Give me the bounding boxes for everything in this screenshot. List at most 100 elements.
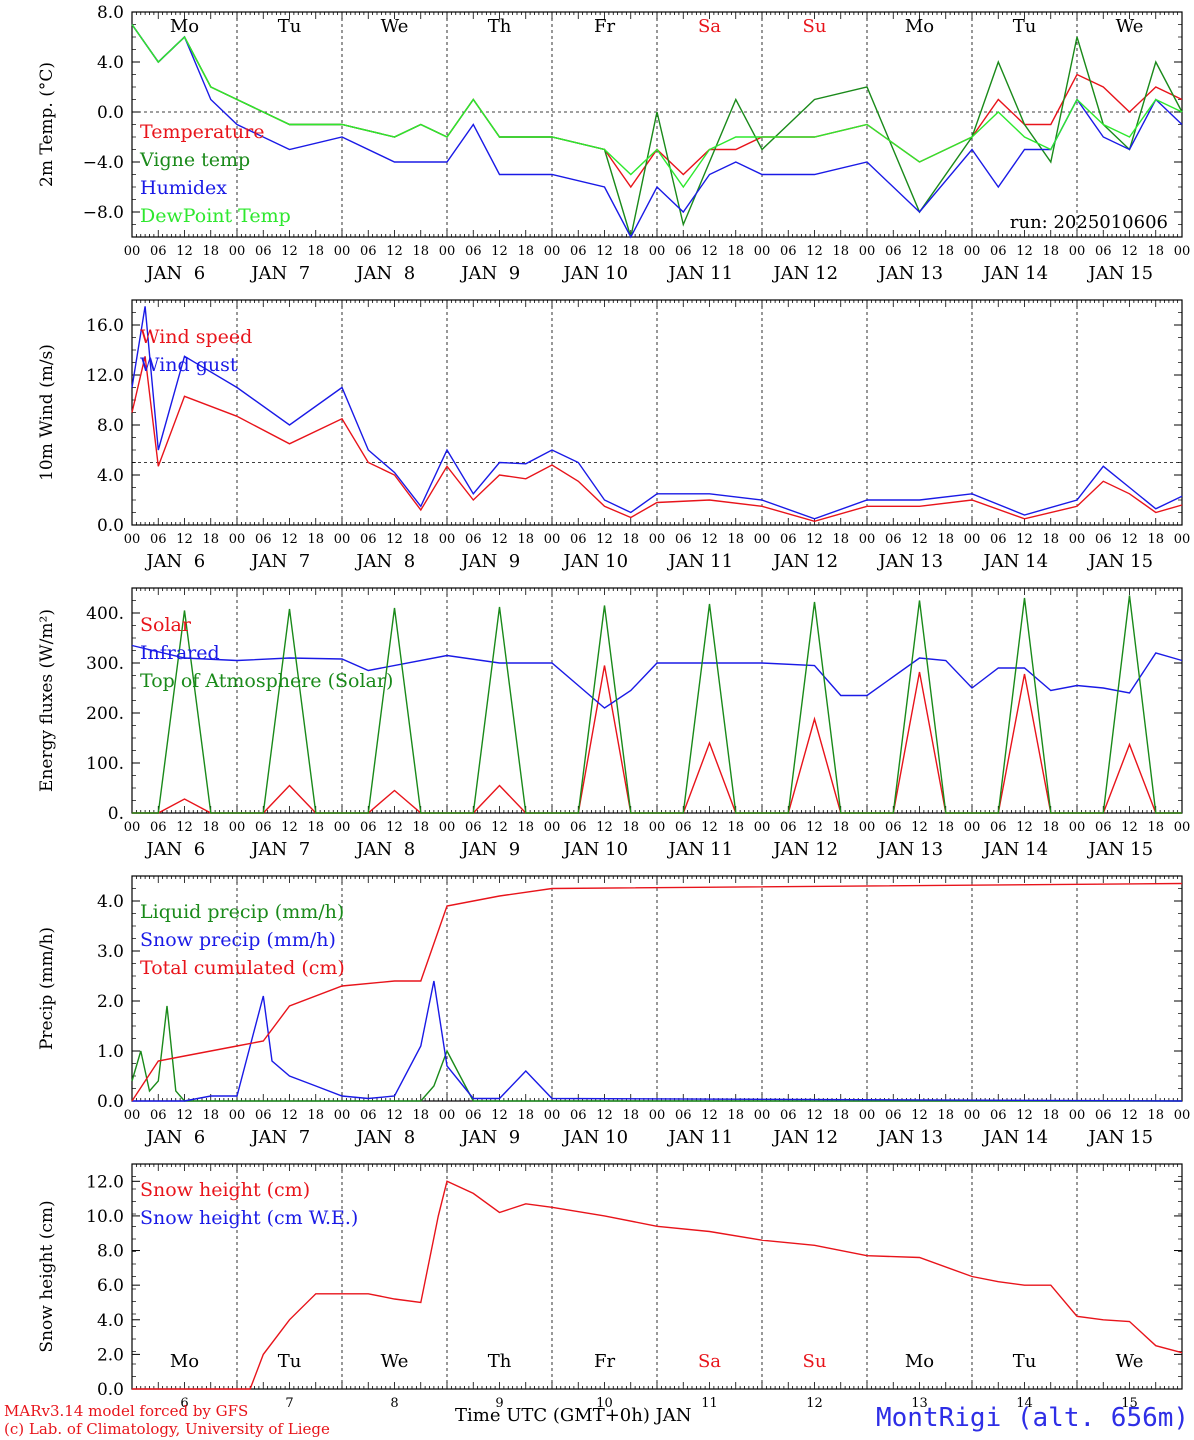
hour-tick-label: 12: [596, 244, 613, 259]
hour-tick-label: 06: [465, 244, 482, 259]
legend-entry: Temperature: [140, 121, 264, 143]
date-label: JAN 9: [459, 551, 520, 572]
date-label: JAN 10: [561, 1127, 628, 1148]
hour-tick-label: 18: [517, 1108, 534, 1123]
hour-tick-label: 18: [412, 1108, 429, 1123]
hour-tick-label: 00: [544, 244, 561, 259]
y-tick-label: 12.0: [86, 366, 124, 386]
series-line: [131, 306, 1183, 520]
hour-tick-label: 12: [281, 820, 298, 835]
hour-tick-label: 06: [990, 1108, 1007, 1123]
hour-tick-label: 12: [1016, 820, 1033, 835]
y-tick-label: −8.0: [83, 203, 124, 223]
hour-tick-label: 12: [1016, 532, 1033, 547]
hour-tick-label: 06: [150, 532, 167, 547]
date-label: JAN 14: [981, 1127, 1048, 1148]
hour-tick-label: 12: [806, 820, 823, 835]
hour-tick-label: 12: [701, 244, 718, 259]
hour-tick-label: 12: [386, 820, 403, 835]
y-tick-label: 12.0: [86, 1172, 124, 1192]
weekday-label: Sa: [698, 16, 721, 37]
hour-tick-label: 00: [859, 1108, 876, 1123]
weekday-label: Tu: [1013, 16, 1037, 37]
hour-tick-label: 12: [176, 820, 193, 835]
date-label: JAN 6: [144, 551, 205, 572]
date-label: JAN 15: [1086, 551, 1153, 572]
station-label: MontRigi (alt. 656m): [876, 1403, 1190, 1433]
date-label: JAN 9: [459, 1127, 520, 1148]
hour-tick-label: 00: [439, 532, 456, 547]
y-tick-label: 2.0: [97, 992, 124, 1012]
y-tick-label: 4.0: [97, 53, 124, 73]
hour-tick-label: 00: [439, 244, 456, 259]
date-label: JAN 14: [981, 839, 1048, 860]
date-label: JAN 15: [1086, 839, 1153, 860]
y-tick-label: 4.0: [97, 466, 124, 486]
hour-tick-label: 06: [360, 532, 377, 547]
hour-tick-label: 18: [622, 532, 639, 547]
hour-tick-label: 00: [754, 244, 771, 259]
hour-tick-label: 18: [202, 244, 219, 259]
hour-tick-label: 12: [911, 244, 928, 259]
series-line: [132, 980, 1183, 1102]
day-number-label: 12: [806, 1396, 823, 1411]
date-label: JAN 14: [981, 551, 1048, 572]
hour-tick-label: 12: [1016, 244, 1033, 259]
date-label: JAN 10: [561, 551, 628, 572]
hour-tick-label: 06: [255, 1108, 272, 1123]
y-tick-label: 16.0: [86, 316, 124, 336]
hour-tick-label: 18: [1042, 820, 1059, 835]
hour-tick-label: 00: [859, 820, 876, 835]
legend-entry: DewPoint Temp: [140, 205, 291, 227]
hour-tick-label: 06: [780, 532, 797, 547]
hour-tick-label: 06: [885, 532, 902, 547]
hour-tick-label: 12: [806, 1108, 823, 1123]
weekday-label: We: [1116, 1351, 1144, 1372]
hour-tick-label: 06: [570, 244, 587, 259]
hour-tick-label: 18: [1147, 532, 1164, 547]
hour-tick-label: 12: [806, 244, 823, 259]
hour-tick-label: 12: [1121, 820, 1138, 835]
hour-tick-label: 00: [859, 532, 876, 547]
hour-tick-label: 06: [465, 532, 482, 547]
weekday-label: We: [1116, 16, 1144, 37]
series-line: [132, 595, 1182, 814]
date-label: JAN 8: [354, 263, 415, 284]
date-label: JAN 12: [771, 263, 838, 284]
hour-tick-label: 00: [334, 244, 351, 259]
hour-tick-label: 12: [701, 532, 718, 547]
hour-tick-label: 00: [1069, 532, 1086, 547]
hour-tick-label: 06: [675, 1108, 692, 1123]
hour-tick-label: 06: [1095, 244, 1112, 259]
hour-tick-label: 18: [412, 532, 429, 547]
hour-tick-label: 18: [202, 820, 219, 835]
hour-tick-label: 06: [885, 244, 902, 259]
hour-tick-label: 06: [360, 244, 377, 259]
weekday-label: We: [381, 16, 409, 37]
hour-tick-label: 12: [386, 1108, 403, 1123]
y-tick-label: 4.0: [97, 892, 124, 912]
date-label: JAN 9: [459, 839, 520, 860]
y-axis-label: 2m Temp. (°C): [37, 62, 57, 187]
series-line: [131, 24, 1183, 189]
hour-tick-label: 18: [937, 820, 954, 835]
hour-tick-label: 06: [990, 532, 1007, 547]
weekday-label: Mo: [170, 16, 199, 37]
legend-entry: Top of Atmosphere (Solar): [140, 670, 393, 692]
hour-tick-label: 12: [176, 532, 193, 547]
date-label: JAN 11: [666, 551, 733, 572]
y-axis-label: Precip (mm/h): [37, 927, 57, 1050]
series-line: [132, 1180, 1183, 1390]
hour-tick-label: 18: [1042, 1108, 1059, 1123]
hour-tick-label: 18: [622, 820, 639, 835]
y-tick-label: 200.: [86, 704, 124, 724]
hour-tick-label: 06: [990, 244, 1007, 259]
hour-tick-label: 00: [544, 1108, 561, 1123]
y-tick-label: 1.0: [97, 1042, 124, 1062]
legend-entry: Liquid precip (mm/h): [140, 901, 344, 923]
footer-credit-line1: MARv3.14 model forced by GFS: [4, 1402, 249, 1420]
weekday-label: Mo: [170, 1351, 199, 1372]
hour-tick-label: 00: [754, 532, 771, 547]
hour-tick-label: 12: [491, 820, 508, 835]
